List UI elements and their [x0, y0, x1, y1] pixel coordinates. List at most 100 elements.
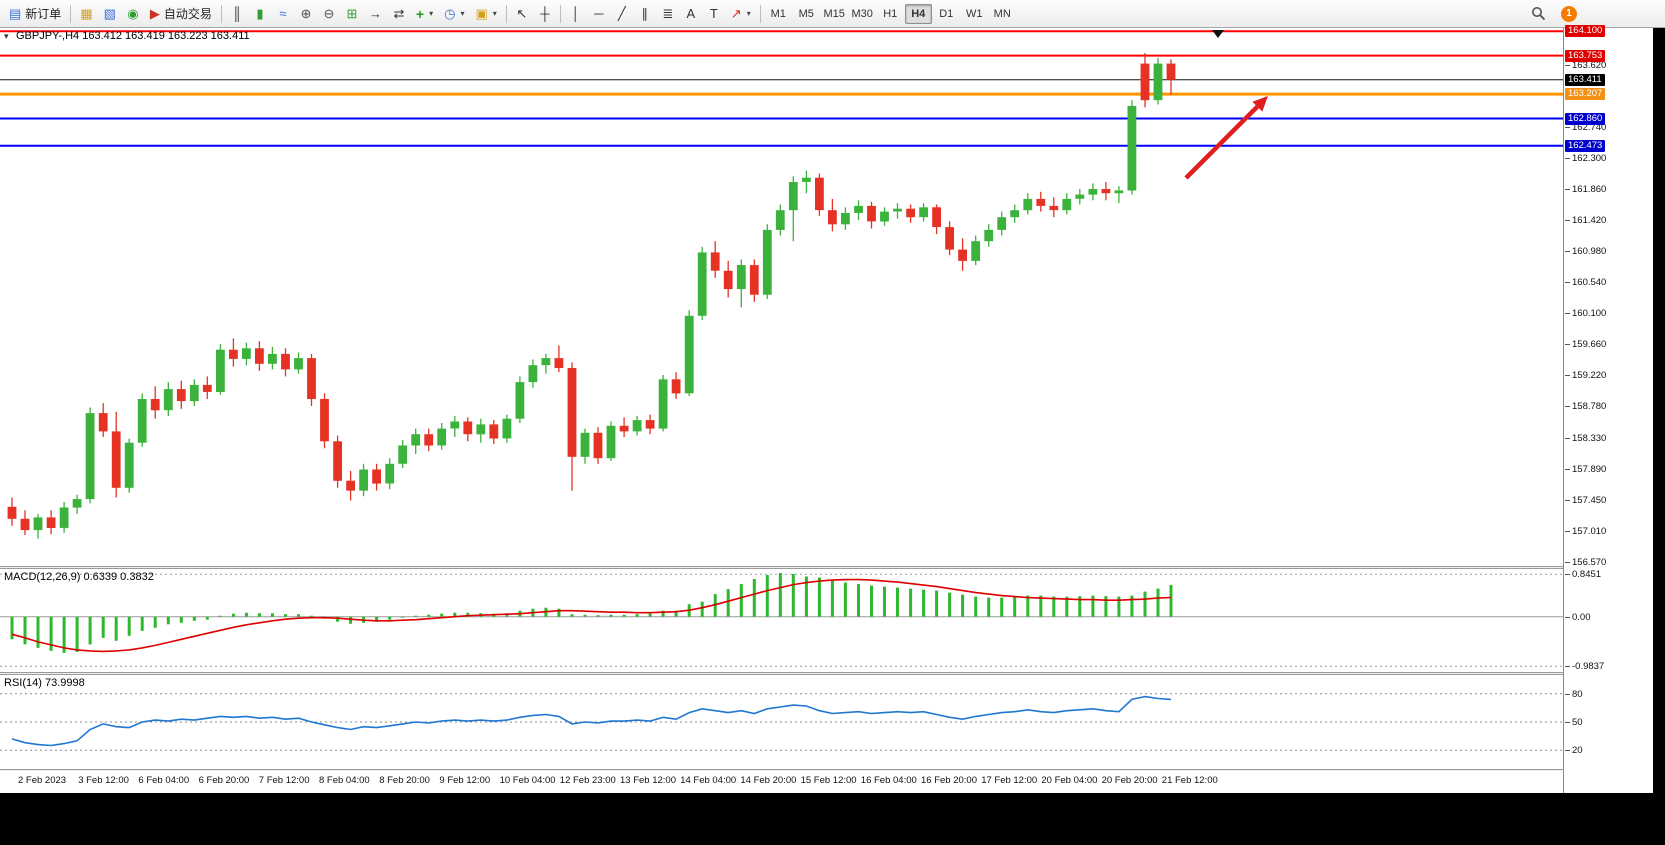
chevron-down-icon: ▾: [492, 9, 497, 18]
chart-collapse-icon[interactable]: ▾: [4, 31, 9, 41]
rsi-chart[interactable]: [0, 675, 1563, 769]
rsi-scale-label: 50: [1565, 717, 1583, 728]
tf-button-mn[interactable]: MN: [989, 4, 1016, 24]
terminal-button[interactable]: ◉: [122, 3, 144, 25]
trendline-button[interactable]: ╱: [611, 3, 633, 25]
tile-windows-button[interactable]: ⊞: [341, 3, 363, 25]
crosshair-button[interactable]: ┼: [534, 3, 556, 25]
text-button[interactable]: A: [680, 3, 702, 25]
zoom-in-icon: ⊕: [300, 6, 312, 21]
periods-button[interactable]: ◷ ▾: [439, 3, 469, 25]
bar-chart-button[interactable]: ║: [226, 3, 248, 25]
price-tick: 159.220: [1564, 370, 1607, 381]
tf-button-m30[interactable]: M30: [849, 4, 876, 24]
chart-shift-button[interactable]: ⇄: [388, 3, 410, 25]
macd-scale-label: -0.9837: [1564, 661, 1605, 673]
tf-button-h1[interactable]: H1: [877, 4, 904, 24]
chevron-down-icon: ▾: [746, 9, 751, 18]
auto-trading-label: 自动交易: [163, 7, 212, 21]
price-tick: 160.980: [1564, 246, 1607, 257]
text-label-button[interactable]: T: [703, 3, 725, 25]
time-label: 16 Feb 04:00: [860, 775, 917, 786]
price-badge: 162.860: [1565, 112, 1606, 125]
cursor-button[interactable]: ↖: [511, 3, 533, 25]
new-order-label: 新订单: [25, 7, 62, 21]
tf-button-m5[interactable]: M5: [793, 4, 820, 24]
price-badge: 163.411: [1565, 73, 1605, 86]
indicators-icon: +: [415, 5, 425, 22]
terminal-icon: ◉: [127, 6, 139, 21]
text-icon: A: [686, 6, 696, 21]
auto-trading-icon: ▶: [149, 6, 160, 21]
toolbar-separator: [505, 4, 507, 23]
chevron-down-icon: ▾: [460, 9, 465, 18]
indicators-button[interactable]: + ▾: [411, 3, 438, 25]
time-label: 17 Feb 12:00: [981, 775, 1038, 786]
macd-label: MACD(12,26,9) 0.6339 0.3832: [4, 571, 154, 583]
chevron-down-icon: ▾: [429, 9, 434, 18]
tf-button-m15[interactable]: M15: [821, 4, 848, 24]
main-chart[interactable]: [0, 28, 1563, 566]
price-axis[interactable]: 163.620 162.740 162.300 161.860 161.420 160.9…: [1563, 25, 1653, 793]
horizontal-line-button[interactable]: ─: [588, 3, 610, 25]
time-label: 6 Feb 20:00: [198, 775, 250, 786]
time-label: 14 Feb 20:00: [740, 775, 797, 786]
panel-splitter: [0, 769, 1563, 771]
time-label: 8 Feb 04:00: [319, 775, 370, 786]
toolbar-separator: [559, 4, 561, 23]
candlestick-icon: ▮: [256, 6, 264, 21]
price-tick: 160.100: [1564, 308, 1607, 319]
new-order-button[interactable]: ▤ 新订单: [4, 3, 66, 25]
trendline-icon: ╱: [617, 6, 626, 21]
panel-splitter[interactable]: [0, 566, 1563, 569]
tf-button-h4[interactable]: H4: [904, 3, 932, 24]
auto-scroll-button[interactable]: →: [364, 3, 387, 25]
price-tick: 156.570: [1564, 556, 1607, 568]
time-label: 16 Feb 20:00: [921, 775, 977, 786]
new-chart-button[interactable]: ▦: [75, 3, 97, 25]
cursor-icon: ↖: [516, 6, 528, 21]
crosshair-icon: ┼: [540, 6, 550, 21]
notification-badge[interactable]: 1: [1561, 5, 1577, 22]
time-label: 14 Feb 04:00: [680, 775, 737, 786]
templates-button[interactable]: ▣ ▾: [470, 3, 501, 25]
chart-title: GBPJPY-,H4 163.412 163.419 163.223 163.4…: [16, 30, 250, 42]
time-label: 20 Feb 20:00: [1101, 775, 1158, 786]
tf-button-m1[interactable]: M1: [765, 4, 792, 24]
price-tick: 157.450: [1564, 494, 1607, 506]
fibonacci-button[interactable]: ≣: [657, 3, 679, 25]
line-chart-icon: ≈: [279, 6, 287, 21]
time-label: 2 Feb 2023: [18, 775, 67, 786]
channel-button[interactable]: ∥: [634, 3, 656, 25]
auto-trading-button[interactable]: ▶ 自动交易: [145, 3, 217, 25]
time-label: 9 Feb 12:00: [439, 775, 491, 786]
tf-button-d1[interactable]: D1: [933, 4, 960, 24]
line-chart-button[interactable]: ≈: [272, 3, 294, 25]
toolbar: ▤ 新订单 ▦ ▧ ◉ ▶ 自动交易 ║ ▮ ≈ ⊕ ⊖ ⊞ → ⇄ + ▾ ◷…: [0, 0, 1665, 28]
plot-column: ▾ GBPJPY-,H4 163.412 163.419 163.223 163…: [0, 28, 1563, 793]
time-label: 8 Feb 20:00: [379, 775, 430, 786]
macd-scale-label: 0.8451: [1564, 569, 1602, 581]
price-badge: 164.100: [1565, 25, 1606, 38]
vertical-line-button[interactable]: │: [565, 3, 587, 25]
macd-chart[interactable]: [0, 569, 1563, 672]
rsi-label: RSI(14) 73.9998: [4, 677, 85, 689]
zoom-out-button[interactable]: ⊖: [318, 3, 340, 25]
price-tick: 158.330: [1564, 432, 1607, 444]
chart-shift-icon: ⇄: [393, 6, 405, 21]
time-axis[interactable]: 2 Feb 2023 3 Feb 12:00 6 Feb 04:00 6 Feb 20…: [0, 771, 1563, 793]
price-badge: 163.207: [1565, 88, 1606, 101]
tf-button-w1[interactable]: W1: [961, 4, 988, 24]
rsi-panel: RSI(14) 73.9998: [0, 675, 1563, 769]
arrow-objects-button[interactable]: ↗ ▾: [726, 3, 756, 25]
channel-icon: ∥: [641, 6, 649, 21]
toolbar-separator: [220, 4, 222, 23]
search-button[interactable]: [1526, 3, 1551, 25]
candlestick-chart-button[interactable]: ▮: [249, 3, 271, 25]
profiles-button[interactable]: ▧: [99, 3, 121, 25]
toolbar-separator: [70, 4, 72, 23]
time-label: 12 Feb 23:00: [559, 775, 616, 786]
macd-panel: MACD(12,26,9) 0.6339 0.3832: [0, 569, 1563, 672]
zoom-in-button[interactable]: ⊕: [295, 3, 317, 25]
panel-splitter[interactable]: [0, 672, 1563, 675]
